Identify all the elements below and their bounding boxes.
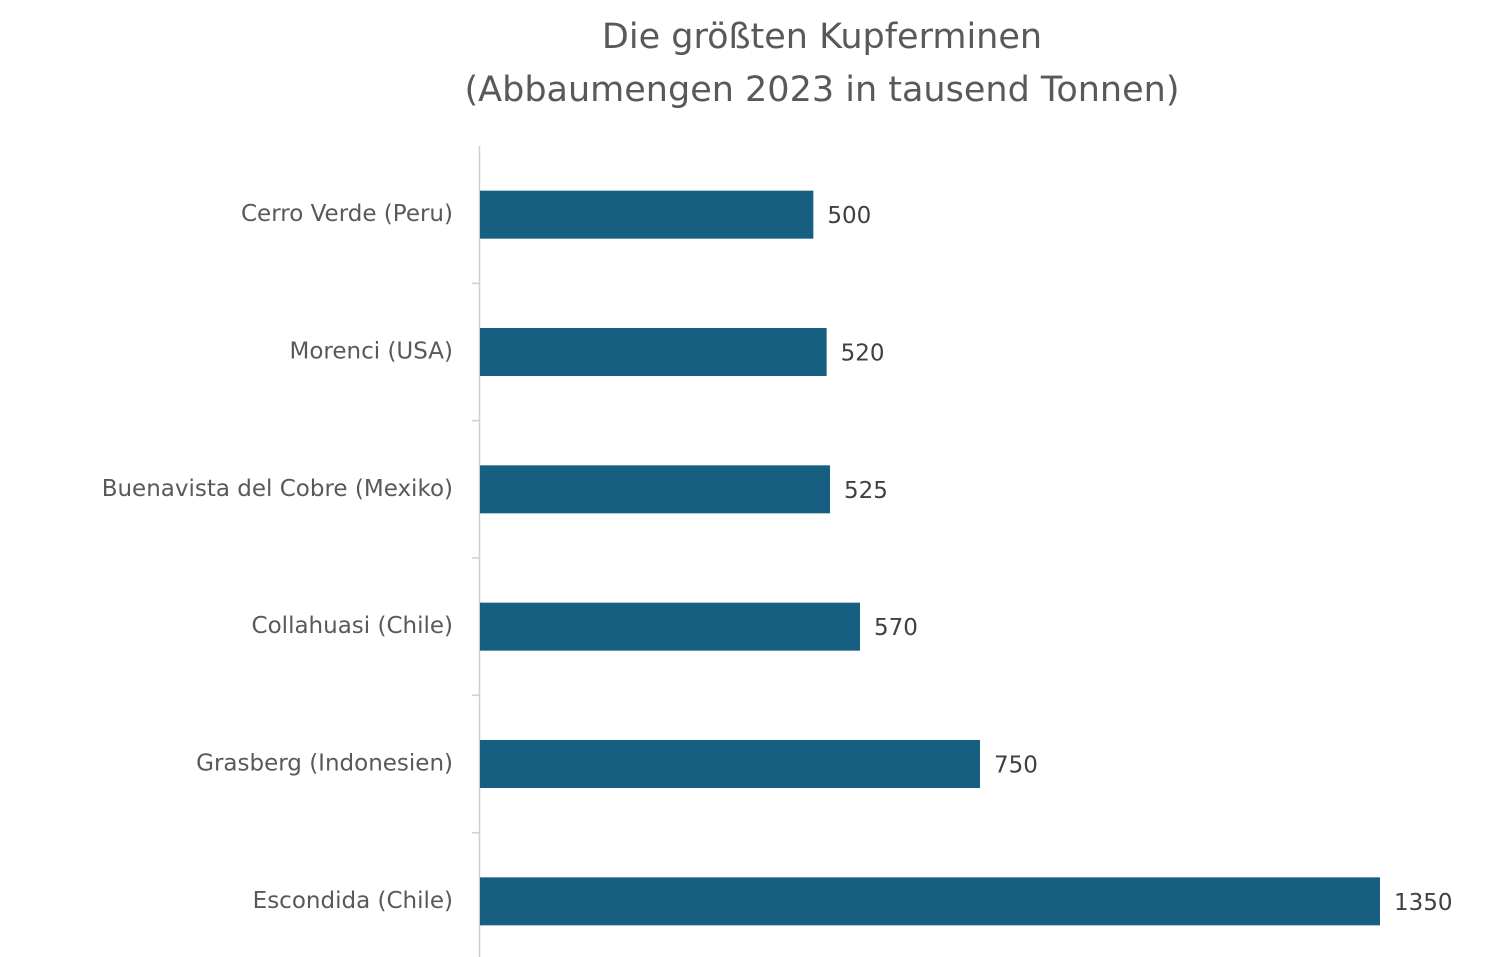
data-label: 750 [994, 753, 1038, 779]
chart-title: Die größten Kupferminen [602, 17, 1042, 57]
category-label: Collahuasi (Chile) [252, 613, 453, 639]
data-label: 520 [841, 341, 885, 367]
data-label: 500 [827, 203, 871, 229]
bar [480, 328, 827, 376]
bar [480, 740, 980, 788]
category-label: Cerro Verde (Peru) [241, 201, 453, 227]
data-label: 525 [844, 478, 888, 504]
category-label: Buenavista del Cobre (Mexiko) [102, 476, 453, 502]
data-label: 570 [874, 615, 918, 641]
data-label: 1350 [1394, 890, 1453, 916]
chart-subtitle: (Abbaumengen 2023 in tausend Tonnen) [465, 70, 1180, 110]
category-label: Morenci (USA) [290, 339, 453, 365]
bar [480, 190, 814, 239]
bar [480, 602, 860, 651]
bar [480, 877, 1380, 926]
category-label: Grasberg (Indonesien) [196, 751, 453, 777]
bar [480, 465, 830, 514]
category-label: Escondida (Chile) [253, 888, 453, 914]
